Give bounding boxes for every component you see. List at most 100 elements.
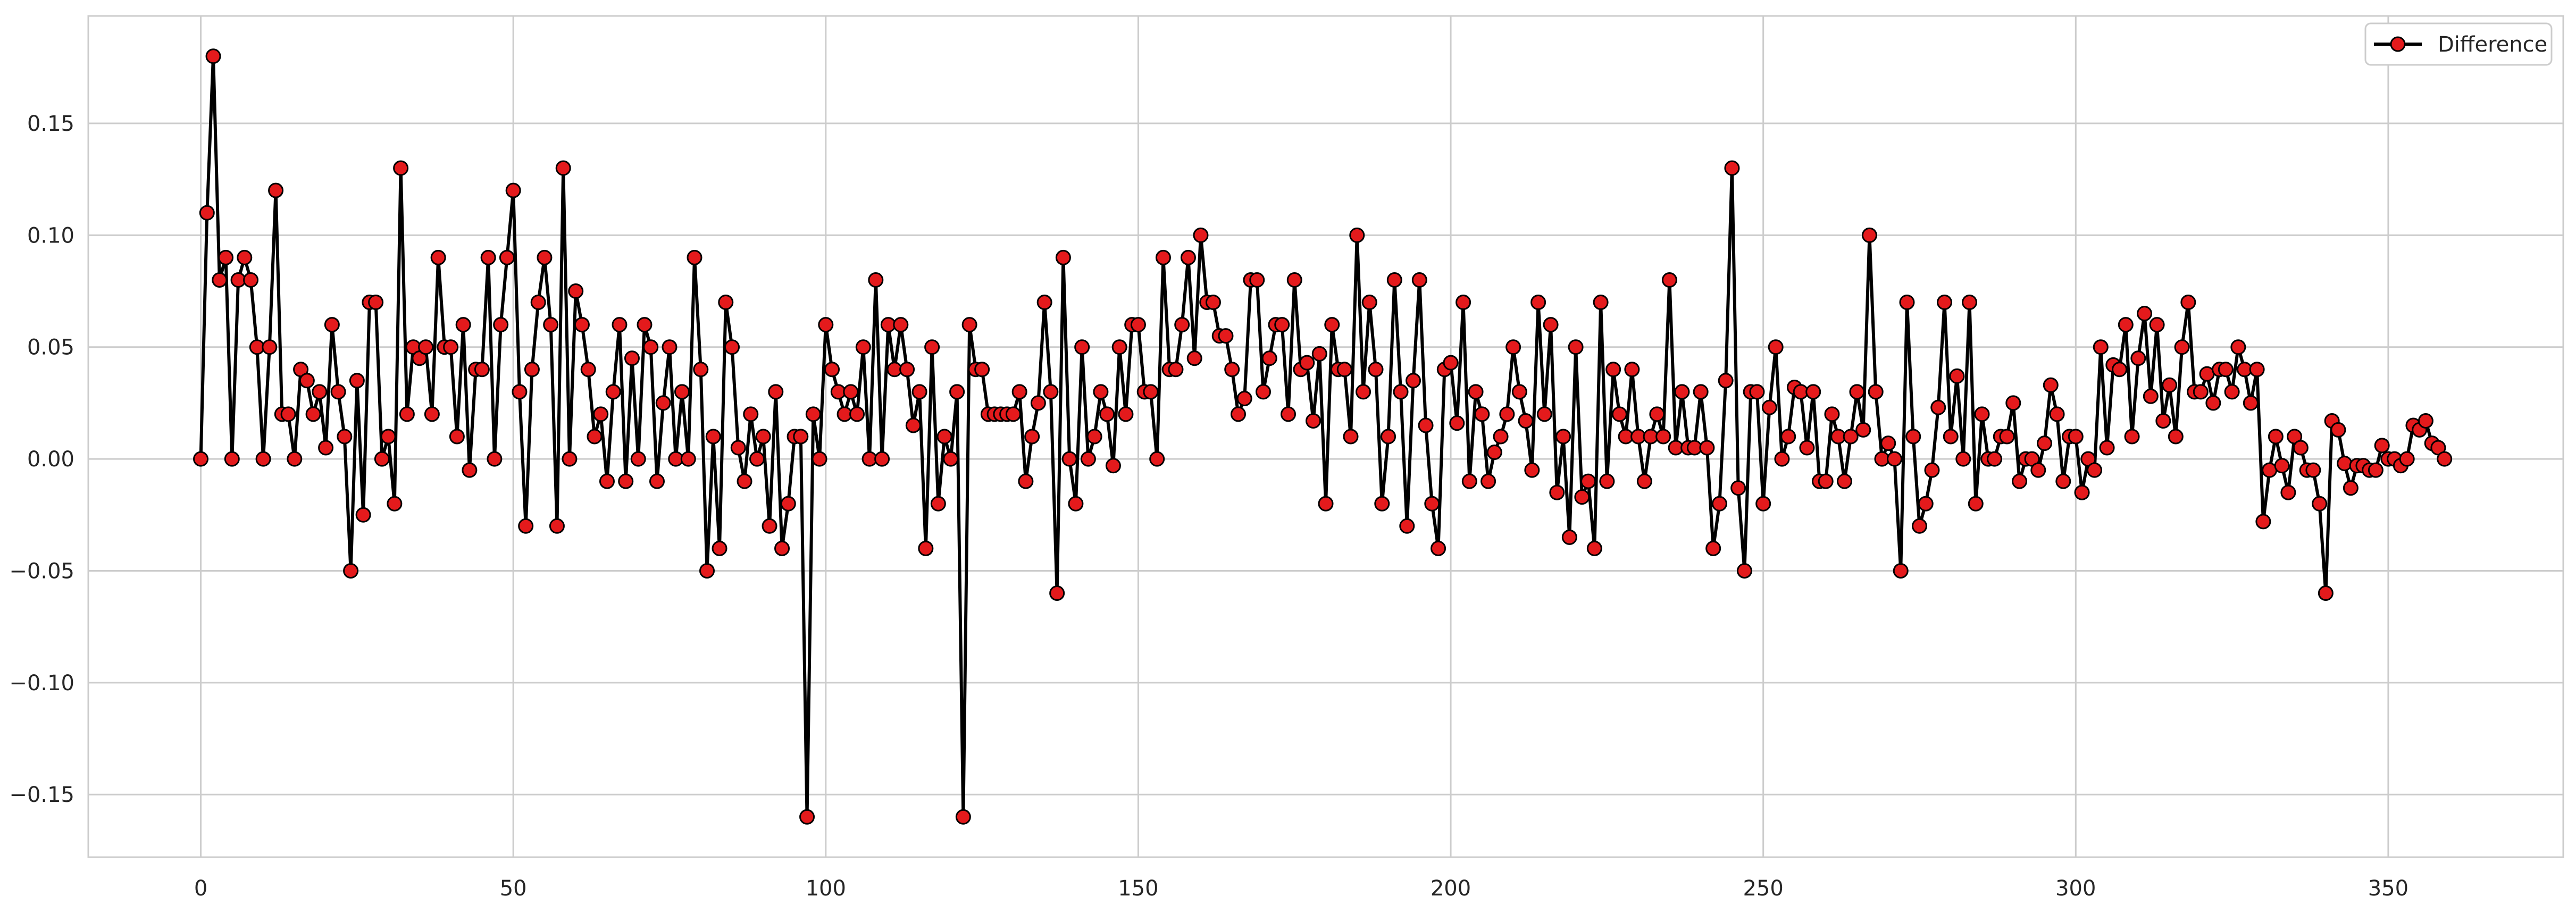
data-point — [1599, 473, 1615, 489]
data-point — [1937, 295, 1952, 311]
data-point — [943, 451, 959, 467]
data-point — [1955, 451, 1971, 467]
data-point — [2368, 462, 2383, 478]
data-point — [1018, 473, 1034, 489]
data-point — [399, 406, 415, 422]
data-point — [1205, 295, 1221, 311]
data-point — [1749, 384, 1765, 400]
data-point — [1561, 529, 1577, 545]
data-point — [343, 563, 359, 579]
data-point — [2037, 435, 2053, 451]
data-point — [2224, 384, 2240, 400]
data-point — [1411, 272, 1427, 288]
data-point — [1774, 451, 1790, 467]
data-point — [1593, 295, 1609, 311]
data-point — [2274, 458, 2290, 474]
data-point — [218, 249, 234, 265]
data-point — [2230, 339, 2246, 355]
data-point — [599, 473, 615, 489]
data-point — [1030, 395, 1046, 411]
data-point — [955, 809, 971, 825]
data-point — [462, 462, 478, 478]
data-point — [505, 182, 521, 198]
data-point — [593, 406, 609, 422]
data-point — [637, 317, 653, 333]
data-point — [2293, 440, 2309, 456]
data-point — [1918, 496, 1934, 512]
data-point — [243, 272, 259, 288]
data-point — [387, 496, 403, 512]
data-point — [612, 317, 628, 333]
data-point — [1305, 413, 1321, 429]
data-point — [649, 473, 665, 489]
data-point — [780, 496, 796, 512]
data-point — [2087, 462, 2103, 478]
data-point — [1530, 295, 1546, 311]
data-point — [2249, 362, 2265, 378]
data-point — [1761, 399, 1777, 415]
data-point — [1636, 473, 1652, 489]
data-point — [1555, 429, 1571, 445]
legend: Difference — [2364, 22, 2553, 66]
data-point — [930, 496, 946, 512]
data-point — [455, 317, 471, 333]
data-point — [1111, 339, 1127, 355]
data-point — [2099, 440, 2115, 456]
data-point — [1299, 355, 1315, 371]
data-point — [624, 350, 640, 366]
data-point — [1080, 451, 1096, 467]
data-point — [2149, 317, 2165, 333]
data-point — [1699, 440, 1715, 456]
y-tick-label: −0.10 — [9, 671, 74, 696]
data-point — [849, 406, 865, 422]
data-point — [949, 384, 965, 400]
x-axis-tick-labels: 0 50 100 150 200 250 300 350 — [194, 876, 2408, 901]
data-point — [1674, 384, 1690, 400]
data-point — [768, 384, 784, 400]
data-point — [1655, 429, 1671, 445]
data-point — [1868, 384, 1884, 400]
data-point — [1336, 362, 1352, 378]
data-point — [2068, 429, 2084, 445]
data-point — [1518, 413, 1534, 429]
data-point — [2143, 388, 2159, 404]
data-point — [1705, 540, 1721, 556]
data-point — [1836, 473, 1852, 489]
data-point — [718, 295, 734, 311]
data-point — [2218, 362, 2234, 378]
data-point — [1861, 227, 1877, 243]
data-point — [443, 339, 459, 355]
data-point — [1849, 384, 1865, 400]
data-point — [1574, 489, 1590, 505]
x-tick-label: 250 — [1743, 876, 1783, 901]
data-point — [2374, 438, 2390, 454]
data-point — [1549, 484, 1565, 500]
data-point — [1543, 317, 1559, 333]
y-tick-label: 0.05 — [27, 336, 74, 360]
legend-marker-swatch — [2390, 36, 2406, 52]
data-point — [549, 518, 565, 534]
data-point — [324, 317, 340, 333]
data-point — [299, 373, 315, 389]
data-point — [330, 384, 346, 400]
data-point — [2418, 413, 2433, 429]
data-point — [2268, 429, 2284, 445]
data-point — [905, 417, 921, 433]
data-point — [1949, 368, 1965, 384]
data-point — [1149, 451, 1165, 467]
data-point — [2174, 339, 2190, 355]
data-point — [1236, 390, 1252, 406]
data-point — [1443, 355, 1459, 371]
data-point — [380, 429, 396, 445]
data-point — [312, 384, 328, 400]
data-point — [2030, 462, 2046, 478]
data-point — [1824, 406, 1840, 422]
data-point — [2243, 395, 2259, 411]
x-tick-label: 350 — [2368, 876, 2408, 901]
data-point — [2312, 496, 2328, 512]
data-point — [1274, 317, 1290, 333]
data-point — [349, 373, 365, 389]
y-tick-label: 0.10 — [27, 223, 74, 248]
x-tick-label: 300 — [2055, 876, 2096, 901]
data-point — [737, 473, 752, 489]
